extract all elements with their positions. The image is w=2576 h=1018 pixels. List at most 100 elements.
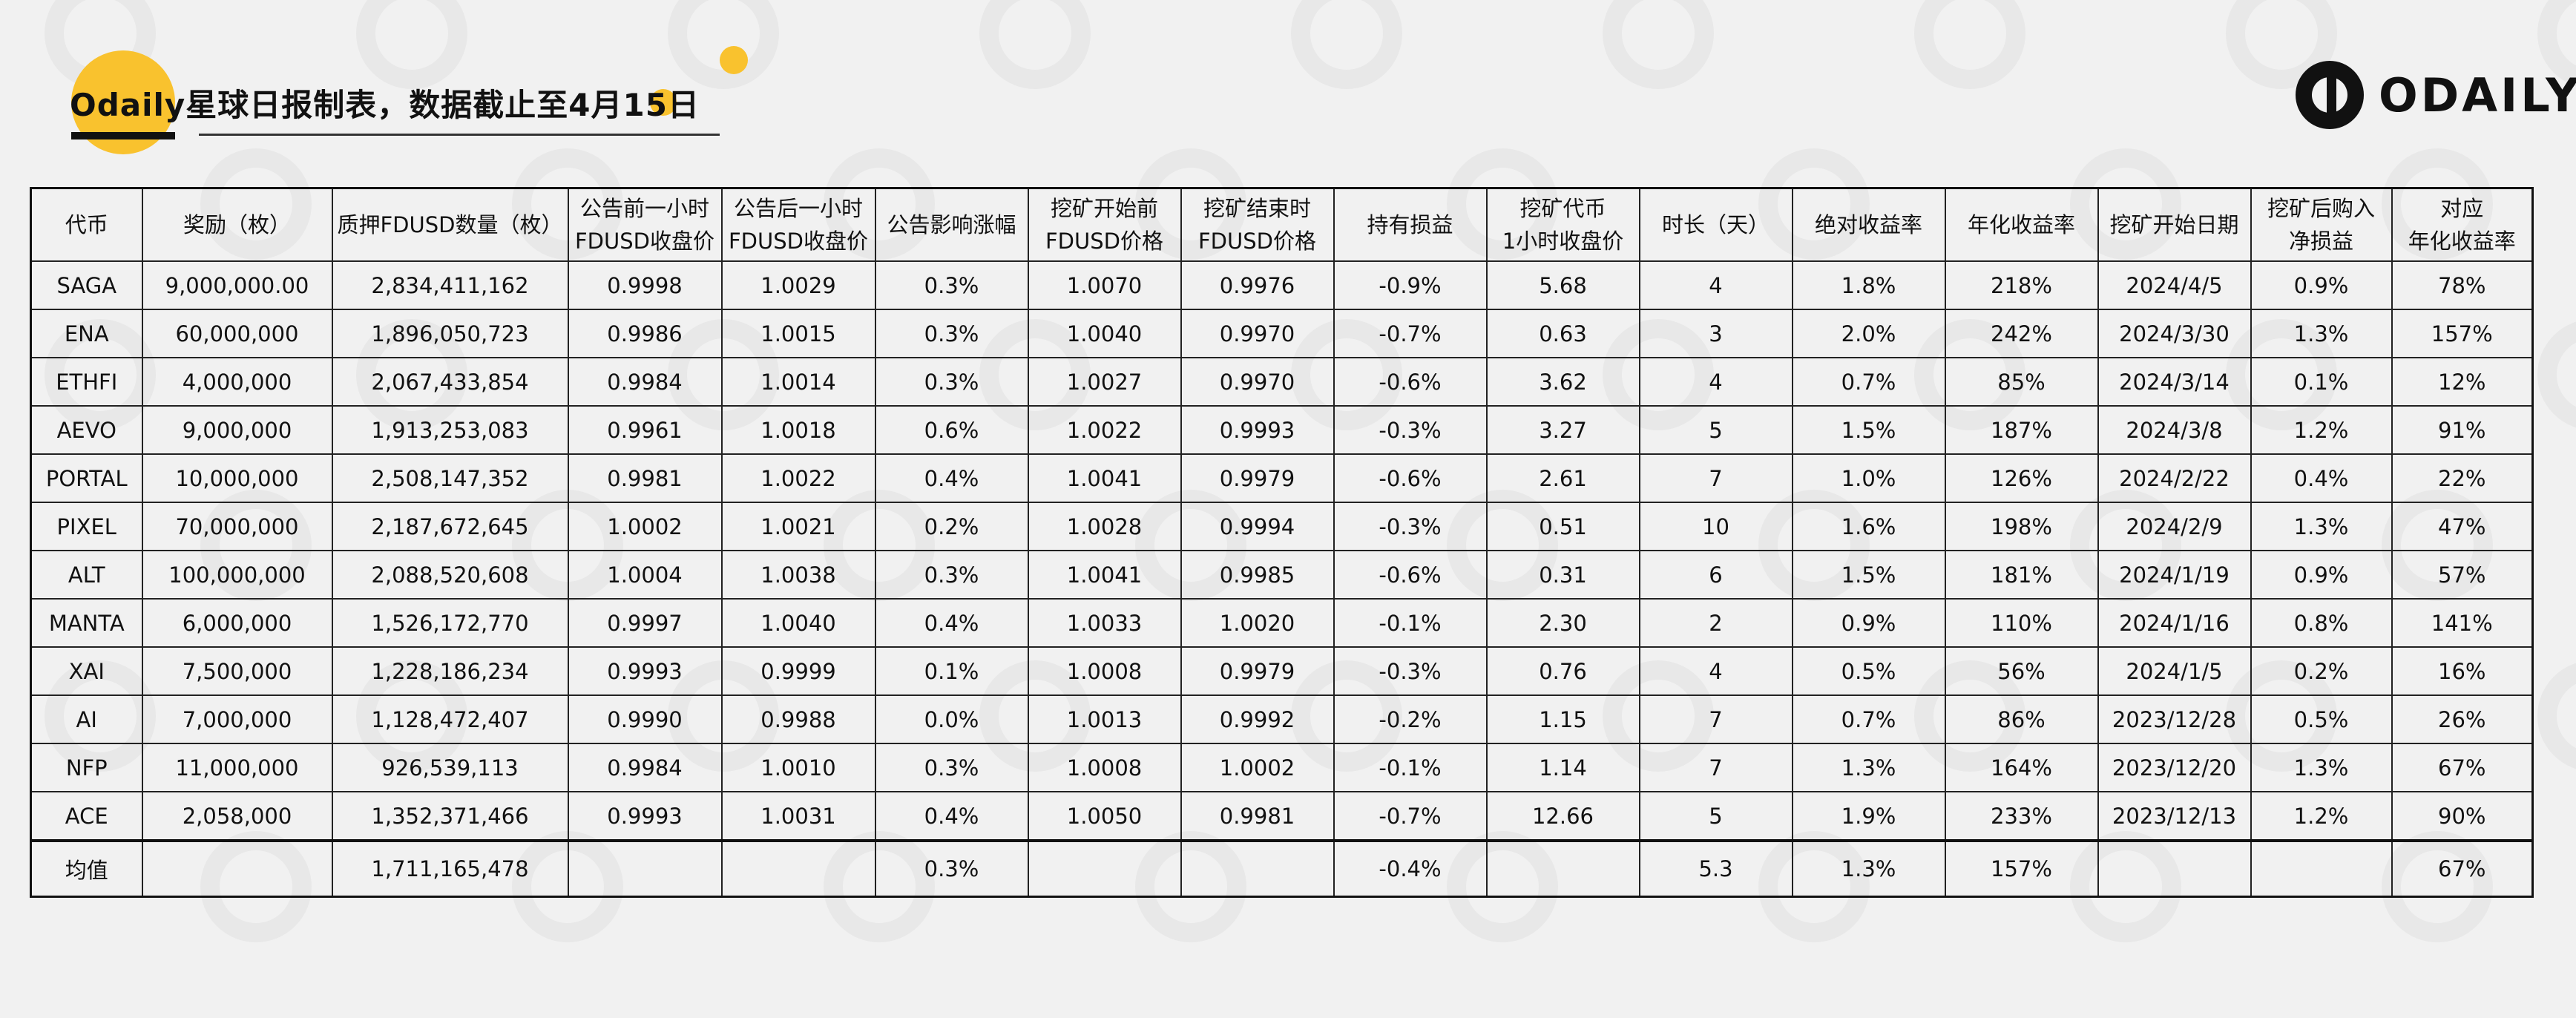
table-cell: 2023/12/13 (2097, 791, 2252, 841)
table-cell: 2024/2/22 (2097, 453, 2252, 503)
table-row: PORTAL 10,000,000 2,508,147,352 0.9981 1.002… (30, 453, 2534, 503)
column-header: 年化收益率 (1944, 187, 2099, 262)
table-footer-row-average: 均值 1,711,165,478 0.3% -0.4% 5.3 1.3% 157% 67% (30, 839, 2534, 898)
table-cell: 26% (2391, 694, 2534, 744)
table-cell: 1.0018 (720, 405, 876, 455)
table-cell: 2024/1/19 (2097, 550, 2252, 600)
table-cell: -0.6% (1333, 453, 1488, 503)
table-row: MANTA 6,000,000 1,526,172,770 0.9997 1.0040 0… (30, 598, 2534, 648)
table-cell: 90% (2391, 791, 2534, 841)
table-cell: 86% (1944, 694, 2099, 744)
table-cell: 1.0013 (1027, 694, 1182, 744)
title-underline (71, 132, 175, 139)
table-cell: 0.1% (2250, 357, 2393, 407)
table-cell: 0.2% (874, 502, 1029, 551)
column-header-label: 时长（天） (1661, 212, 1770, 237)
table-cell: 157% (2391, 309, 2534, 358)
column-header: 代币 (30, 187, 143, 262)
table-cell: 16% (2391, 646, 2534, 696)
table-cell: 0.9988 (720, 694, 876, 744)
column-header: 时长（天） (1638, 187, 1793, 262)
column-header-label: 挖矿代币 (1519, 196, 1606, 221)
table-cell: 1.0021 (720, 502, 876, 551)
table-cell: 0.3% (874, 550, 1029, 600)
column-header-label: 绝对收益率 (1814, 212, 1922, 237)
column-header-label: 年化收益率 (1967, 212, 2075, 237)
table-cell: PORTAL (30, 453, 143, 503)
table-cell: 9,000,000 (141, 405, 333, 455)
table-cell: -0.3% (1333, 646, 1488, 696)
column-header-label: 对应 (2440, 196, 2484, 221)
table-cell: 1.0% (1791, 453, 1946, 503)
table-cell: 2,088,520,608 (331, 550, 569, 600)
table-cell: 1.0041 (1027, 453, 1182, 503)
table-cell: 3.27 (1485, 405, 1640, 455)
watermark-logo-icon (2537, 319, 2576, 430)
table-cell: 3.62 (1485, 357, 1640, 407)
table-cell: 1.0038 (720, 550, 876, 600)
table-row: SAGA 9,000,000.00 2,834,411,162 0.9998 1.002… (30, 260, 2534, 310)
table-cell: 0.9979 (1180, 646, 1335, 696)
table-cell: -0.7% (1333, 309, 1488, 358)
column-header: 对应 年化收益率 (2391, 187, 2534, 262)
table-cell: 1,896,050,723 (331, 309, 569, 358)
column-header: 绝对收益率 (1791, 187, 1946, 262)
table-cell: 2023/12/20 (2097, 743, 2252, 792)
table-cell: 4,000,000 (141, 357, 333, 407)
footer-cell: 157% (1944, 839, 2099, 898)
table-cell: 1.2% (2250, 405, 2393, 455)
column-header: 公告影响涨幅 (874, 187, 1029, 262)
column-header: 奖励（枚） (141, 187, 333, 262)
table-cell: 1.0050 (1027, 791, 1182, 841)
table-cell: 2,067,433,854 (331, 357, 569, 407)
footer-cell: 均值 (30, 839, 143, 898)
table-cell: 57% (2391, 550, 2534, 600)
table-cell: 0.31 (1485, 550, 1640, 600)
table-cell: 181% (1944, 550, 2099, 600)
table-cell: 141% (2391, 598, 2534, 648)
table-row: ENA 60,000,000 1,896,050,723 0.9986 1.0015 0.… (30, 309, 2534, 358)
column-header-label: 公告前一小时 (579, 196, 709, 221)
table-cell: MANTA (30, 598, 143, 648)
column-header-label: FDUSD价格 (1045, 229, 1163, 254)
table-row: ALT 100,000,000 2,088,520,608 1.0004 1.0038 0… (30, 550, 2534, 600)
table-cell: 0.3% (874, 309, 1029, 358)
table-cell: 1.14 (1485, 743, 1640, 792)
table-cell: 2,187,672,645 (331, 502, 569, 551)
page-title: Odaily星球日报制表，数据截止至4月15日 (70, 87, 700, 123)
table-cell: -0.6% (1333, 550, 1488, 600)
table-cell: 198% (1944, 502, 2099, 551)
column-header: 挖矿结束时 FDUSD价格 (1180, 187, 1335, 262)
table-cell: 2024/3/30 (2097, 309, 2252, 358)
column-header: 挖矿开始日期 (2097, 187, 2252, 262)
footer-cell: 1.3% (1791, 839, 1946, 898)
table-cell: 0.9970 (1180, 357, 1335, 407)
table-cell: 1.0022 (720, 453, 876, 503)
table-cell: 7,500,000 (141, 646, 333, 696)
table-cell: AI (30, 694, 143, 744)
table-row: ACE 2,058,000 1,352,371,466 0.9993 1.0031 0.4… (30, 791, 2534, 841)
table-cell: SAGA (30, 260, 143, 310)
table-header-row: 代币 奖励（枚） 质押FDUSD数量（枚） 公告前一小时 FDUSD收盘价 公告后一小时 F… (30, 187, 2534, 262)
table-cell: 7 (1638, 743, 1793, 792)
table-cell: XAI (30, 646, 143, 696)
table-row: PIXEL 70,000,000 2,187,672,645 1.0002 1.0021… (30, 502, 2534, 551)
table-cell: -0.6% (1333, 357, 1488, 407)
brand-name: ODAILY (2379, 68, 2576, 122)
table-cell: 7,000,000 (141, 694, 333, 744)
table-cell: 0.76 (1485, 646, 1640, 696)
table-cell: 5.68 (1485, 260, 1640, 310)
table-cell: 7 (1638, 453, 1793, 503)
table-cell: 1.2% (2250, 791, 2393, 841)
table-row: XAI 7,500,000 1,228,186,234 0.9993 0.9999 0.1… (30, 646, 2534, 696)
column-header-label: 公告影响涨幅 (887, 212, 1016, 237)
table-cell: -0.7% (1333, 791, 1488, 841)
table-cell: AEVO (30, 405, 143, 455)
table-cell: 0.6% (874, 405, 1029, 455)
table-cell: 2,834,411,162 (331, 260, 569, 310)
table-cell: 2024/2/9 (2097, 502, 2252, 551)
table-cell: 1.8% (1791, 260, 1946, 310)
footer-cell (1485, 839, 1640, 898)
table-row: AI 7,000,000 1,128,472,407 0.9990 0.9988 0.0%… (30, 694, 2534, 744)
table-cell: 2.61 (1485, 453, 1640, 503)
